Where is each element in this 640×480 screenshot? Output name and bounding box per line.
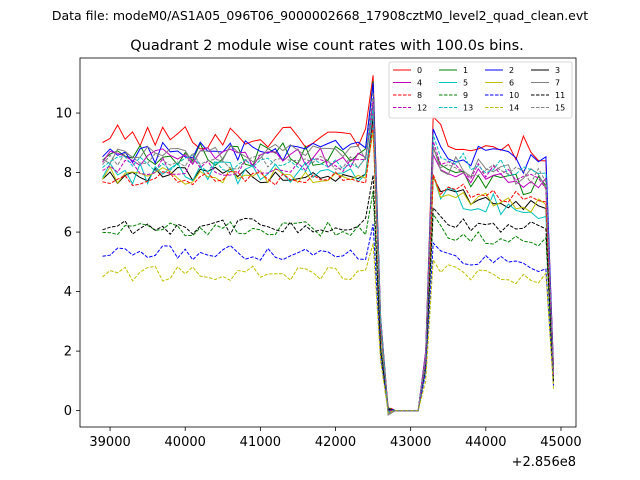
legend-item-0: 0	[393, 66, 422, 75]
series-line-15	[102, 92, 554, 414]
legend-label-15: 15	[555, 104, 565, 113]
legend-label-0: 0	[417, 66, 422, 75]
y-tick-label: 4	[64, 285, 72, 300]
series-line-12	[102, 106, 554, 412]
y-tick-label: 10	[55, 107, 72, 122]
legend-item-2: 2	[485, 66, 514, 75]
x-axis: 39000 40000 41000 42000 43000 44000 45000	[89, 427, 582, 450]
legend-label-3: 3	[555, 66, 560, 75]
chart-suptitle: Data file: modeM0/AS1A05_096T06_90000026…	[52, 8, 588, 23]
y-axis: 0 2 4 6 8 10	[55, 107, 80, 419]
series-line-0	[102, 75, 554, 412]
legend-item-9: 9	[439, 91, 468, 100]
series-line-6	[102, 131, 554, 415]
legend-item-6: 6	[485, 79, 514, 88]
legend-label-10: 10	[509, 91, 519, 100]
legend-item-13: 13	[439, 104, 473, 113]
series-line-3	[102, 118, 554, 412]
legend-item-15: 15	[531, 104, 565, 113]
y-tick-label: 8	[64, 166, 72, 181]
plot-frame	[79, 57, 577, 428]
x-tick-label: 39000	[89, 435, 130, 450]
legend-box	[388, 61, 573, 119]
series-line-2	[102, 83, 554, 412]
legend-label-7: 7	[555, 79, 560, 88]
legend-label-14: 14	[509, 104, 519, 113]
chart-title: Quadrant 2 module wise count rates with …	[130, 38, 524, 54]
series-line-8	[102, 124, 554, 412]
x-tick-label: 42000	[315, 435, 356, 450]
legend-item-4: 4	[393, 79, 422, 88]
legend-label-9: 9	[463, 91, 468, 100]
legend-item-12: 12	[393, 104, 427, 113]
series-layer	[102, 75, 554, 416]
legend-label-6: 6	[509, 79, 514, 88]
series-line-14	[102, 243, 554, 414]
series-line-13	[102, 107, 554, 413]
legend-label-5: 5	[463, 79, 468, 88]
x-tick-label: 44000	[465, 435, 506, 450]
series-line-11	[102, 175, 554, 412]
legend-item-10: 10	[485, 91, 519, 100]
legend-item-14: 14	[485, 104, 519, 113]
x-tick-label: 41000	[240, 435, 281, 450]
series-line-9	[102, 191, 554, 412]
legend-item-5: 5	[439, 79, 468, 88]
legend-item-8: 8	[393, 91, 422, 100]
legend-label-1: 1	[463, 66, 468, 75]
legend-label-4: 4	[417, 79, 422, 88]
legend-item-7: 7	[531, 79, 560, 88]
x-tick-label: 45000	[540, 435, 581, 450]
legend-label-8: 8	[417, 91, 422, 100]
legend-label-13: 13	[463, 104, 473, 113]
y-tick-label: 0	[64, 404, 72, 419]
y-tick-label: 6	[64, 226, 72, 241]
x-offset-label: +2.856e8	[512, 455, 576, 470]
x-tick-label: 43000	[390, 435, 431, 450]
plot-area	[79, 57, 577, 428]
legend-item-1: 1	[439, 66, 468, 75]
series-line-10	[102, 223, 554, 412]
legend-label-11: 11	[555, 91, 565, 100]
y-tick-label: 2	[64, 345, 72, 360]
plot-background	[80, 58, 576, 427]
legend-label-2: 2	[509, 66, 514, 75]
legend-item-3: 3	[531, 66, 560, 75]
legend-item-11: 11	[531, 91, 565, 100]
x-tick-label: 40000	[165, 435, 206, 450]
series-line-7	[102, 111, 554, 416]
legend-label-12: 12	[417, 104, 427, 113]
